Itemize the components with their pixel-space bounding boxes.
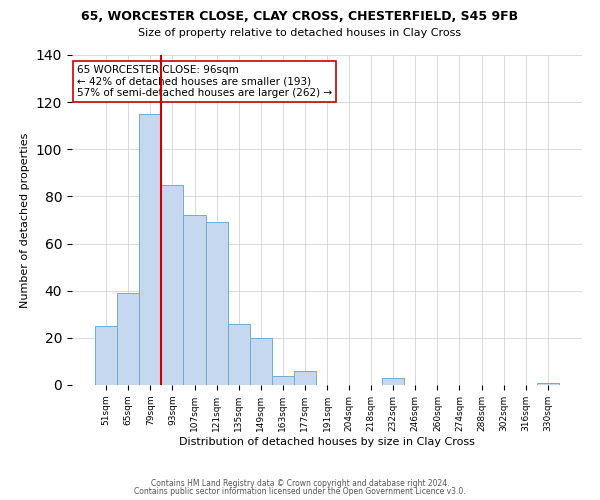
Bar — [117, 293, 139, 385]
Bar — [537, 382, 559, 385]
Bar — [382, 378, 404, 385]
Text: 65, WORCESTER CLOSE, CLAY CROSS, CHESTERFIELD, S45 9FB: 65, WORCESTER CLOSE, CLAY CROSS, CHESTER… — [82, 10, 518, 23]
Bar — [184, 216, 206, 385]
Text: Contains HM Land Registry data © Crown copyright and database right 2024.: Contains HM Land Registry data © Crown c… — [151, 478, 449, 488]
Bar — [139, 114, 161, 385]
Y-axis label: Number of detached properties: Number of detached properties — [20, 132, 31, 308]
X-axis label: Distribution of detached houses by size in Clay Cross: Distribution of detached houses by size … — [179, 436, 475, 446]
Text: Size of property relative to detached houses in Clay Cross: Size of property relative to detached ho… — [139, 28, 461, 38]
Bar — [294, 371, 316, 385]
Bar — [227, 324, 250, 385]
Text: Contains public sector information licensed under the Open Government Licence v3: Contains public sector information licen… — [134, 487, 466, 496]
Bar — [250, 338, 272, 385]
Bar — [206, 222, 227, 385]
Bar — [95, 326, 117, 385]
Bar — [272, 376, 294, 385]
Text: 65 WORCESTER CLOSE: 96sqm
← 42% of detached houses are smaller (193)
57% of semi: 65 WORCESTER CLOSE: 96sqm ← 42% of detac… — [77, 65, 332, 98]
Bar — [161, 184, 184, 385]
